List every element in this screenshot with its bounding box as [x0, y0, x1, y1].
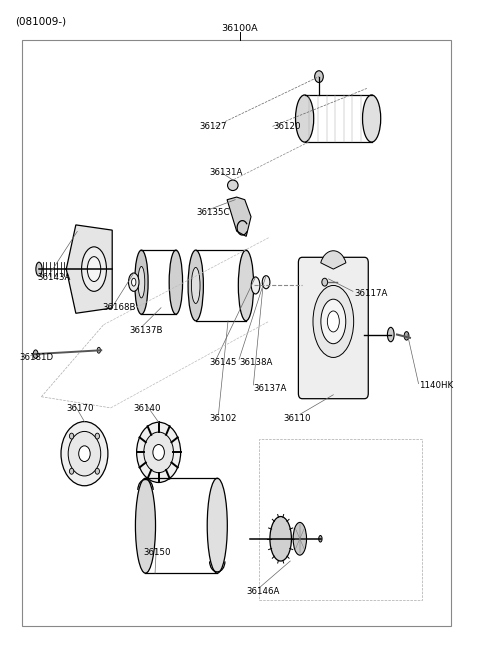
Ellipse shape	[270, 516, 291, 561]
Ellipse shape	[153, 445, 164, 461]
FancyBboxPatch shape	[299, 257, 368, 399]
Polygon shape	[227, 197, 251, 236]
Bar	[22, 40, 451, 626]
Text: 36131A: 36131A	[210, 169, 243, 177]
Text: 36150: 36150	[144, 548, 171, 557]
Ellipse shape	[313, 285, 354, 358]
Text: 36181D: 36181D	[20, 353, 54, 362]
Wedge shape	[321, 251, 346, 269]
Ellipse shape	[36, 262, 42, 276]
Ellipse shape	[228, 180, 238, 190]
Ellipse shape	[319, 535, 322, 542]
Ellipse shape	[362, 95, 381, 142]
Ellipse shape	[192, 268, 200, 304]
Ellipse shape	[70, 433, 74, 439]
Ellipse shape	[387, 327, 394, 342]
Ellipse shape	[144, 432, 173, 473]
Text: 36117A: 36117A	[354, 289, 387, 298]
Ellipse shape	[33, 350, 38, 358]
Ellipse shape	[315, 71, 323, 83]
Text: 36135C: 36135C	[196, 208, 229, 216]
Text: 36146A: 36146A	[246, 587, 279, 596]
Ellipse shape	[95, 468, 99, 474]
Text: 36170: 36170	[67, 404, 94, 413]
Ellipse shape	[97, 347, 100, 353]
Text: 1140HK: 1140HK	[420, 381, 454, 390]
Text: 36110: 36110	[283, 414, 311, 423]
Ellipse shape	[132, 278, 136, 286]
Ellipse shape	[262, 276, 270, 289]
Ellipse shape	[321, 299, 346, 344]
Ellipse shape	[95, 433, 99, 439]
Ellipse shape	[138, 266, 145, 298]
Text: (081009-): (081009-)	[15, 16, 66, 27]
Ellipse shape	[129, 273, 139, 291]
Text: 36120: 36120	[274, 122, 301, 131]
Ellipse shape	[137, 422, 180, 483]
Ellipse shape	[135, 250, 148, 314]
Text: 36143A: 36143A	[37, 273, 71, 282]
Ellipse shape	[82, 247, 107, 291]
Text: 36168B: 36168B	[102, 303, 136, 312]
Ellipse shape	[87, 256, 101, 281]
Ellipse shape	[70, 468, 74, 474]
Ellipse shape	[169, 250, 182, 314]
Ellipse shape	[61, 422, 108, 485]
Text: 36100A: 36100A	[222, 24, 258, 33]
Text: 36145: 36145	[210, 358, 237, 367]
Ellipse shape	[404, 331, 409, 340]
Ellipse shape	[79, 446, 90, 462]
Ellipse shape	[327, 311, 339, 332]
Text: 36137A: 36137A	[253, 384, 287, 393]
Ellipse shape	[135, 478, 156, 573]
Ellipse shape	[239, 250, 253, 321]
Ellipse shape	[322, 278, 327, 286]
Polygon shape	[66, 225, 112, 314]
Text: 36138A: 36138A	[239, 358, 273, 367]
Text: 36140: 36140	[134, 404, 161, 413]
Text: 36127: 36127	[199, 122, 227, 131]
Ellipse shape	[207, 478, 228, 573]
Ellipse shape	[296, 95, 314, 142]
Ellipse shape	[251, 277, 260, 294]
Text: 36137B: 36137B	[129, 326, 162, 335]
Ellipse shape	[68, 432, 101, 476]
Ellipse shape	[188, 250, 204, 321]
Ellipse shape	[293, 522, 307, 555]
Text: 36102: 36102	[210, 414, 237, 423]
